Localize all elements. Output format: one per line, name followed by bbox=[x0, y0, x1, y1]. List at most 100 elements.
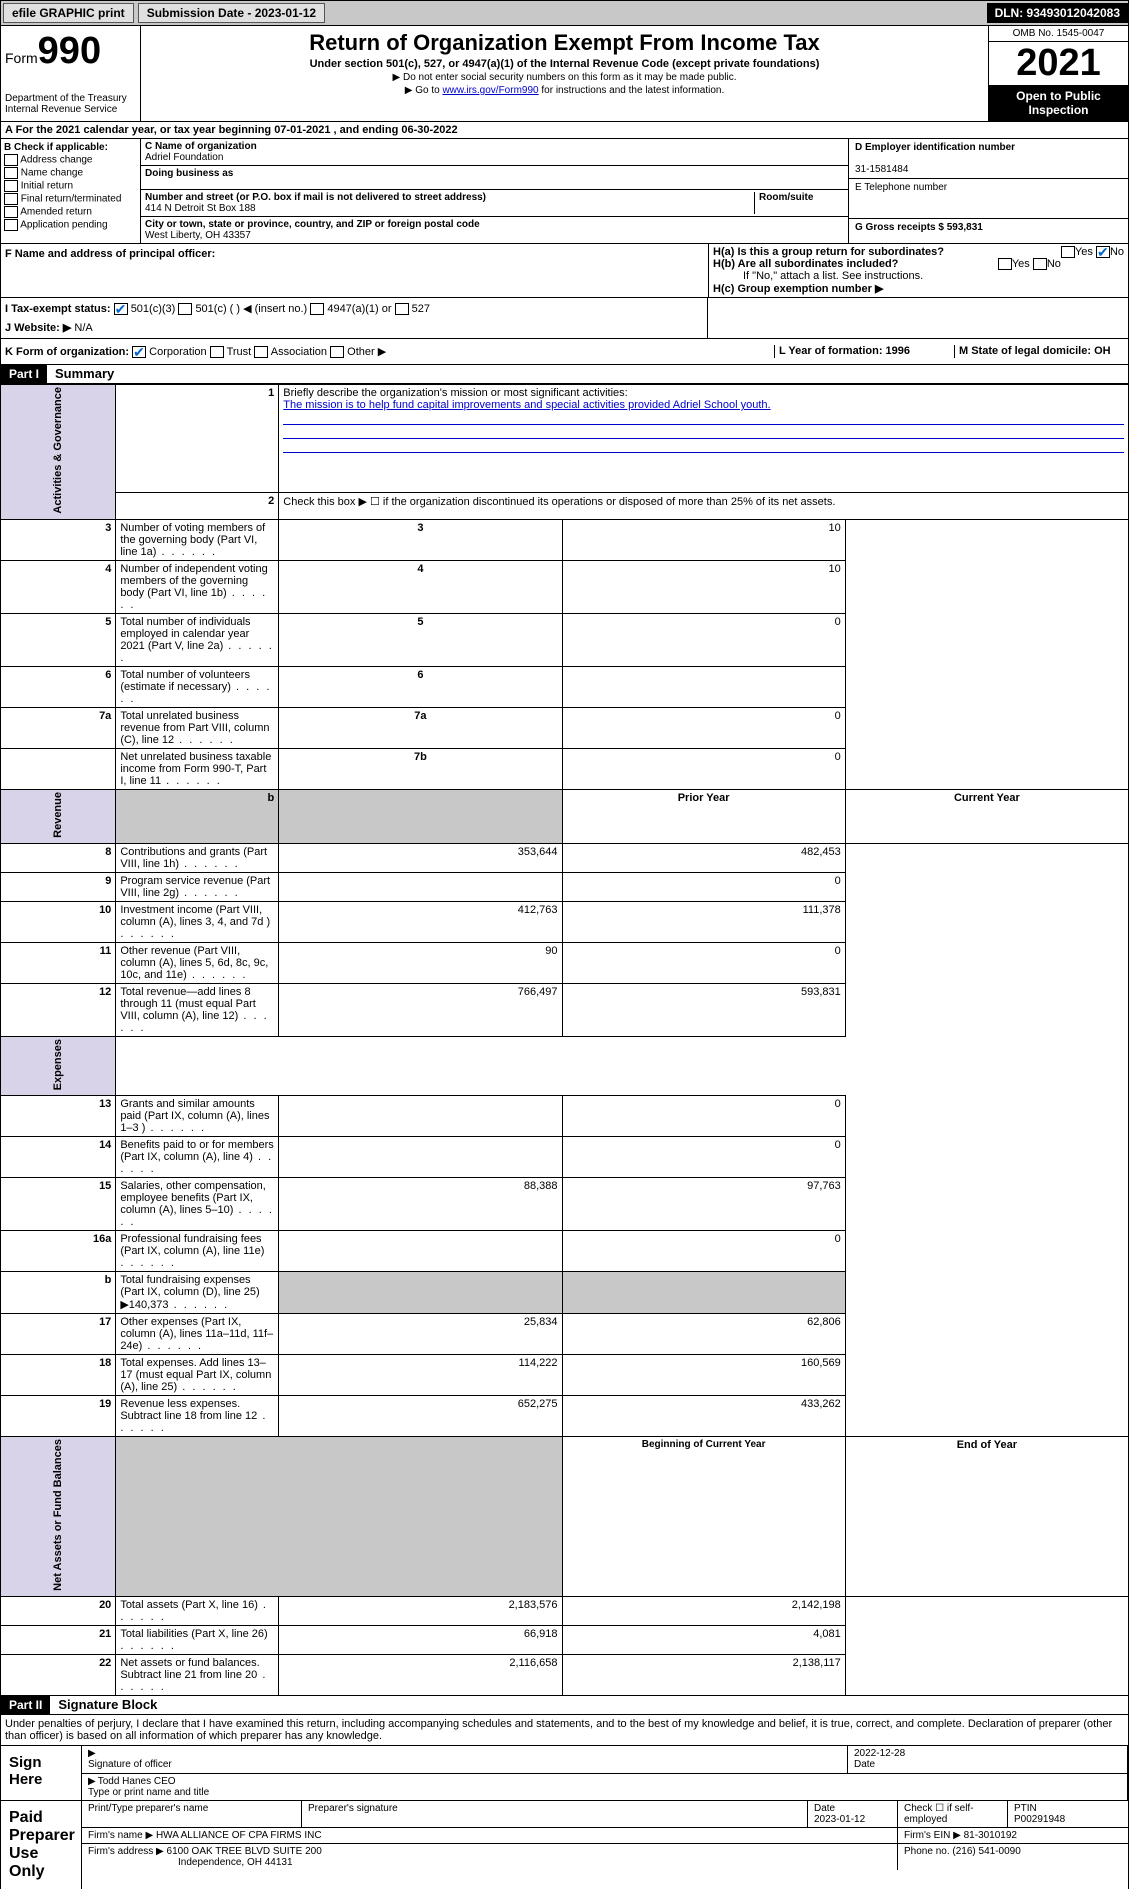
gross-label: G Gross receipts $ 593,831 bbox=[855, 222, 983, 233]
colb-checkbox[interactable] bbox=[4, 193, 18, 205]
tab-activities: Activities & Governance bbox=[52, 387, 64, 514]
firm-addr-label: Firm's address ▶ bbox=[88, 1846, 164, 1857]
org-address: 414 N Detroit St Box 188 bbox=[145, 203, 256, 214]
ptin-label: PTIN bbox=[1014, 1803, 1037, 1814]
tab-expenses: Expenses bbox=[52, 1039, 64, 1090]
colb-item: Final return/terminated bbox=[4, 193, 137, 205]
tel-label: E Telephone number bbox=[855, 182, 947, 193]
org-city: West Liberty, OH 43357 bbox=[145, 230, 251, 241]
501c-checkbox[interactable] bbox=[178, 303, 192, 315]
name-type-label: Type or print name and title bbox=[88, 1787, 209, 1798]
summary-table: Activities & Governance 1Briefly describ… bbox=[0, 384, 1129, 1696]
sig-date: 2022-12-28 bbox=[854, 1748, 905, 1759]
note-1: ▶ Do not enter social security numbers o… bbox=[145, 72, 984, 83]
tax-year: 2021 bbox=[989, 42, 1128, 85]
name-label: C Name of organization bbox=[145, 141, 257, 152]
hb-yes-checkbox[interactable] bbox=[998, 258, 1012, 270]
colb-item: Name change bbox=[4, 167, 137, 179]
part1-title: Summary bbox=[47, 366, 114, 381]
h-b: H(b) Are all subordinates included? Yes … bbox=[713, 258, 1124, 270]
submission-button[interactable]: Submission Date - 2023-01-12 bbox=[138, 3, 325, 23]
hb-no-checkbox[interactable] bbox=[1033, 258, 1047, 270]
form-title: Return of Organization Exempt From Incom… bbox=[145, 30, 984, 56]
sig-officer-label: Signature of officer bbox=[88, 1759, 172, 1770]
trust-checkbox[interactable] bbox=[210, 346, 224, 358]
penalty-text: Under penalties of perjury, I declare th… bbox=[1, 1715, 1128, 1745]
row-m: M State of legal domicile: OH bbox=[954, 345, 1124, 358]
date-label: Date bbox=[854, 1759, 875, 1770]
top-bar: efile GRAPHIC print Submission Date - 20… bbox=[0, 0, 1129, 26]
501c3-checkbox[interactable] bbox=[114, 303, 128, 315]
prior-year-hdr: Prior Year bbox=[562, 789, 845, 843]
firm-ein: 81-3010192 bbox=[964, 1830, 1017, 1841]
phone-label: Phone no. bbox=[904, 1846, 950, 1857]
colb-item: Initial return bbox=[4, 180, 137, 192]
firm-addr2: Independence, OH 44131 bbox=[88, 1857, 293, 1868]
colb-item: Amended return bbox=[4, 206, 137, 218]
colb-item: Address change bbox=[4, 154, 137, 166]
firm-addr1: 6100 OAK TREE BLVD SUITE 200 bbox=[167, 1846, 322, 1857]
q1: Briefly describe the organization's miss… bbox=[283, 387, 627, 399]
omb-label: OMB No. 1545-0047 bbox=[989, 26, 1128, 42]
row-l: L Year of formation: 1996 bbox=[774, 345, 954, 358]
dba-label: Doing business as bbox=[145, 168, 233, 179]
colb-checkbox[interactable] bbox=[4, 206, 18, 218]
4947-checkbox[interactable] bbox=[310, 303, 324, 315]
curr-year-hdr: Current Year bbox=[845, 789, 1128, 843]
col-b-title: B Check if applicable: bbox=[4, 142, 137, 153]
org-name: Adriel Foundation bbox=[145, 152, 223, 163]
note-2: ▶ Go to www.irs.gov/Form990 for instruct… bbox=[145, 85, 984, 96]
prep-name-label: Print/Type preparer's name bbox=[82, 1801, 302, 1828]
ptin-value: P00291948 bbox=[1014, 1814, 1065, 1825]
mission-text: The mission is to help fund capital impr… bbox=[283, 399, 770, 411]
assoc-checkbox[interactable] bbox=[254, 346, 268, 358]
inspection-label: Open to Public Inspection bbox=[989, 85, 1128, 121]
colb-checkbox[interactable] bbox=[4, 219, 18, 231]
city-label: City or town, state or province, country… bbox=[145, 219, 480, 230]
ha-yes-checkbox[interactable] bbox=[1061, 246, 1075, 258]
colb-item: Application pending bbox=[4, 219, 137, 231]
prep-date: 2023-01-12 bbox=[814, 1814, 865, 1825]
firm-ein-label: Firm's EIN ▶ bbox=[904, 1830, 961, 1841]
row-f: F Name and address of principal officer: bbox=[1, 244, 708, 297]
irs-label: Internal Revenue Service bbox=[5, 104, 136, 115]
firm-name-label: Firm's name ▶ bbox=[88, 1830, 153, 1841]
irs-link[interactable]: www.irs.gov/Form990 bbox=[442, 85, 538, 96]
h-c: H(c) Group exemption number ▶ bbox=[713, 282, 1124, 295]
officer-name: Todd Hanes CEO bbox=[98, 1776, 176, 1787]
h-a: H(a) Is this a group return for subordin… bbox=[713, 246, 1124, 258]
row-j: J Website: ▶ N/A bbox=[5, 321, 703, 334]
row-i: I Tax-exempt status: 501(c)(3) 501(c) ( … bbox=[5, 302, 703, 315]
colb-checkbox[interactable] bbox=[4, 180, 18, 192]
firm-name: HWA ALLIANCE OF CPA FIRMS INC bbox=[156, 1830, 322, 1841]
q2: Check this box ▶ ☐ if the organization d… bbox=[279, 492, 1129, 519]
corp-checkbox[interactable] bbox=[132, 346, 146, 358]
part2-title: Signature Block bbox=[50, 1697, 157, 1712]
part1-header: Part I bbox=[1, 365, 47, 383]
room-label: Room/suite bbox=[759, 192, 813, 203]
ein-value: 31-1581484 bbox=[855, 164, 908, 175]
self-emp-label: Check ☐ if self-employed bbox=[898, 1801, 1008, 1828]
tab-revenue: Revenue bbox=[52, 792, 64, 838]
tab-net: Net Assets or Fund Balances bbox=[52, 1439, 64, 1591]
other-checkbox[interactable] bbox=[330, 346, 344, 358]
phone-value: (216) 541-0090 bbox=[952, 1846, 1020, 1857]
colb-checkbox[interactable] bbox=[4, 167, 18, 179]
prep-sig-label: Preparer's signature bbox=[302, 1801, 808, 1828]
form-header: Form990 Department of the Treasury Inter… bbox=[0, 26, 1129, 122]
ha-no-checkbox[interactable] bbox=[1096, 246, 1110, 258]
dept-label: Department of the Treasury bbox=[5, 93, 136, 104]
row-a: A For the 2021 calendar year, or tax yea… bbox=[0, 122, 1129, 139]
beg-year-hdr: Beginning of Current Year bbox=[562, 1436, 845, 1596]
h-b-note: If "No," attach a list. See instructions… bbox=[713, 270, 1124, 282]
form-number: Form990 bbox=[5, 30, 136, 73]
part2-header: Part II bbox=[1, 1696, 50, 1714]
row-k: K Form of organization: Corporation Trus… bbox=[5, 345, 774, 358]
efile-button[interactable]: efile GRAPHIC print bbox=[3, 3, 134, 23]
sign-here-label: Sign Here bbox=[1, 1746, 81, 1800]
end-year-hdr: End of Year bbox=[845, 1436, 1128, 1596]
form-subtitle: Under section 501(c), 527, or 4947(a)(1)… bbox=[145, 58, 984, 70]
colb-checkbox[interactable] bbox=[4, 154, 18, 166]
527-checkbox[interactable] bbox=[395, 303, 409, 315]
ein-label: D Employer identification number bbox=[855, 142, 1015, 153]
